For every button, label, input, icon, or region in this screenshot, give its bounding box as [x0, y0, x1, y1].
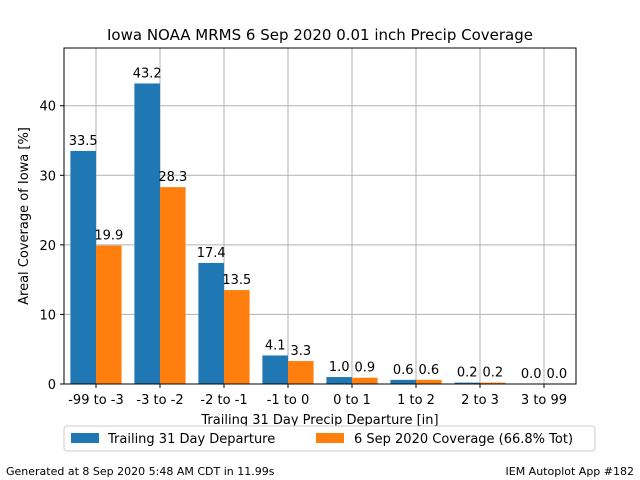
bar-trailing [198, 262, 224, 384]
x-axis: -99 to -3 -3 to -2 -2 to -1 -1 to 0 0 to 1 1 … [68, 384, 567, 408]
x-axis-label: Trailing 31 Day Precip Departure [in] [200, 413, 438, 428]
bar-trailing [326, 377, 352, 384]
y-axis: 0 10 20 30 40 [39, 100, 64, 393]
y-tick-label: 10 [39, 308, 56, 323]
bar-trailing [134, 83, 160, 384]
bar-value-label: 28.3 [158, 170, 187, 185]
legend-label-trailing: Trailing 31 Day Departure [107, 432, 275, 447]
bars-layer [70, 83, 506, 384]
y-tick-label: 20 [39, 239, 56, 254]
x-tick-label: -2 to -1 [200, 393, 247, 408]
x-tick-label: 3 to 99 [521, 393, 567, 408]
legend-swatch-trailing [71, 433, 99, 443]
bar-value-label: 0.2 [482, 366, 503, 381]
y-tick-label: 0 [48, 378, 56, 393]
bar-value-label: 4.1 [265, 338, 286, 353]
chart-title: Iowa NOAA MRMS 6 Sep 2020 0.01 inch Prec… [107, 26, 533, 44]
bar-coverage [480, 382, 506, 384]
x-tick-label: 1 to 2 [397, 393, 435, 408]
footer-app: IEM Autoplot App #182 [506, 465, 635, 478]
bar-value-label: 19.9 [94, 229, 123, 244]
bar-value-label: 0.6 [393, 363, 414, 378]
bar-value-label: 43.2 [133, 66, 162, 81]
footer-generated: Generated at 8 Sep 2020 5:48 AM CDT in 1… [6, 465, 275, 478]
plot-frame [63, 47, 577, 385]
bar-trailing [454, 382, 480, 384]
bar-value-label: 0.9 [354, 361, 375, 376]
legend-label-coverage: 6 Sep 2020 Coverage (66.8% Tot) [354, 432, 573, 447]
bar-coverage [96, 245, 122, 384]
bar-coverage [352, 377, 378, 384]
legend-swatch-coverage [316, 433, 344, 443]
bar-value-label: 33.5 [69, 134, 98, 149]
x-tick-label: -3 to -2 [136, 393, 183, 408]
bar-value-label: 17.4 [197, 246, 226, 261]
x-tick-label: 0 to 1 [333, 393, 371, 408]
bar-value-label: 0.0 [546, 367, 567, 382]
bar-coverage [160, 187, 186, 384]
bar-labels-layer: 33.5 43.2 17.4 4.1 1.0 0.6 0.2 0.0 19.9 28.3 13.5 3… [69, 66, 567, 382]
y-tick-label: 30 [39, 169, 56, 184]
x-tick-label: -99 to -3 [68, 393, 124, 408]
x-tick-label: 2 to 3 [461, 393, 499, 408]
bar-trailing [390, 379, 416, 384]
bar-trailing [262, 355, 288, 384]
bar-value-label: 0.6 [418, 363, 439, 378]
legend: Trailing 31 Day Departure 6 Sep 2020 Cov… [63, 425, 596, 452]
bar-trailing [70, 150, 96, 384]
bar-value-label: 1.0 [329, 360, 350, 375]
bar-value-label: 0.0 [521, 367, 542, 382]
bar-coverage [224, 290, 250, 384]
y-tick-label: 40 [39, 100, 56, 115]
y-axis-label: Areal Coverage of Iowa [%] [17, 127, 32, 305]
bar-value-label: 13.5 [222, 273, 251, 288]
x-tick-label: -1 to 0 [267, 393, 310, 408]
bar-coverage [416, 379, 442, 384]
bar-coverage [288, 361, 314, 384]
bar-value-label: 0.2 [457, 366, 478, 381]
bar-value-label: 3.3 [290, 344, 311, 359]
